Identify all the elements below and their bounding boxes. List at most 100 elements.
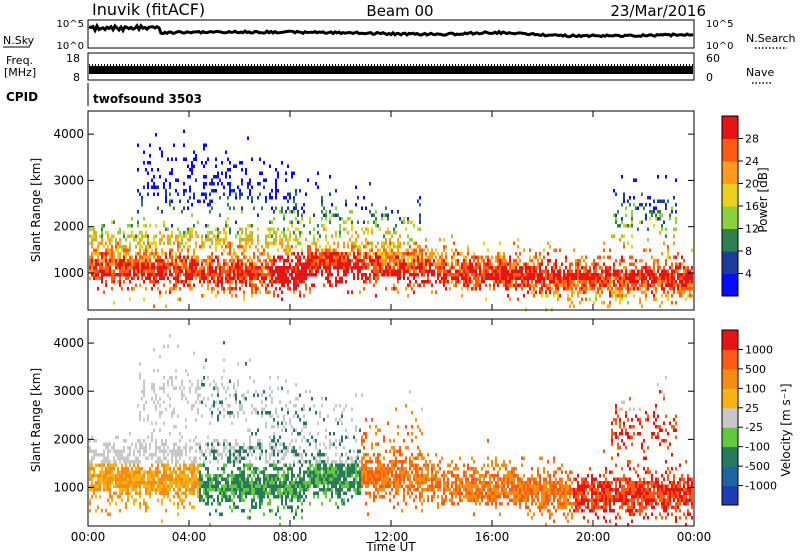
velocity-cell-972: [229, 446, 231, 450]
power-cell-2799: [593, 262, 595, 266]
velocity-cell-453: [159, 460, 161, 464]
power-cell-3072: [645, 273, 647, 277]
power-cell-455: [163, 224, 165, 228]
power-cell-2748: [579, 290, 581, 294]
power-cell-1855: [375, 269, 377, 273]
power-cell-1433: [299, 234, 301, 238]
power-cell-279: [139, 192, 141, 196]
power-colorbar-swatch-3: [722, 206, 738, 229]
power-cell-658: [191, 213, 193, 217]
power-cell-2223: [451, 273, 453, 277]
power-cell-721: [201, 262, 203, 266]
velocity-cell-1195: [257, 446, 259, 450]
power-cell-2079: [415, 280, 417, 284]
velocity-cell-1548: [303, 481, 305, 485]
power-cell-2260: [461, 294, 463, 298]
power-cell-2348: [483, 273, 485, 277]
velocity-cell-384: [151, 397, 153, 401]
power-cell-752: [205, 234, 207, 238]
velocity-cell-945: [225, 477, 227, 481]
power-cell-2401: [497, 276, 499, 280]
velocity-cell-953: [227, 404, 229, 408]
velocity-cell-1225: [261, 446, 263, 450]
power-cell-3140: [657, 269, 659, 273]
power-cell-2282: [467, 262, 469, 266]
velocity-cell-563: [173, 453, 175, 457]
power-cell-1438: [299, 269, 301, 273]
velocity-cell-225: [127, 467, 129, 471]
velocity-cell-698: [191, 470, 193, 474]
velocity-cell-42: [95, 484, 97, 488]
power-cell-2739: [577, 290, 579, 294]
power-cell-911: [227, 241, 229, 245]
power-cell-2242: [457, 259, 459, 263]
power-cell-2556: [533, 290, 535, 294]
power-cell-2989: [629, 276, 631, 280]
power-cell-442: [161, 234, 163, 238]
velocity-cell-318: [141, 390, 143, 394]
velocity-cell-1167: [253, 474, 255, 478]
power-cell-1423: [297, 262, 299, 266]
power-cell-25: [93, 248, 95, 252]
velocity-cell-142: [113, 467, 115, 471]
velocity-cell-112: [109, 442, 111, 446]
power-cell-491: [169, 185, 171, 189]
velocity-cell-928: [223, 442, 225, 446]
power-cell-1026: [241, 273, 243, 277]
power-cell-1911: [385, 266, 387, 270]
power-cell-1952: [393, 245, 395, 249]
velocity-cell-1297: [271, 439, 273, 443]
velocity-cell-267: [133, 498, 135, 502]
power-cell-770: [207, 276, 209, 280]
power-cell-2015: [403, 276, 405, 280]
velocity-cell-63: [101, 453, 103, 457]
velocity-cell-1229: [261, 484, 263, 488]
velocity-cell-509: [165, 484, 167, 488]
power-cell-483: [167, 238, 169, 242]
power-cell-2498: [519, 276, 521, 280]
power-cell-1830: [371, 248, 373, 252]
power-cell-3205: [669, 217, 671, 221]
power-cell-329: [145, 252, 147, 256]
power-cell-1497: [309, 273, 311, 277]
power-cell-2220: [451, 259, 453, 263]
velocity-cell-1168: [253, 481, 255, 485]
velocity-cell-1043: [237, 474, 239, 478]
power-cell-682: [193, 269, 195, 273]
power-cell-2073: [415, 252, 417, 256]
frequency-frame: [87, 52, 695, 81]
power-cell-2758: [581, 297, 583, 301]
velocity-cell-894: [217, 498, 219, 502]
power-cell-1787: [363, 262, 365, 266]
velocity-cell-832: [209, 484, 211, 488]
power-cell-3281: [683, 276, 685, 280]
power-cell-1778: [361, 273, 363, 277]
power-cell-2147: [431, 252, 433, 256]
power-cell-3094: [649, 266, 651, 270]
power-cell-67: [101, 238, 103, 242]
velocity-cell-1183: [255, 477, 257, 481]
power-cell-2527: [527, 276, 529, 280]
power-cell-1713: [349, 210, 351, 214]
power-cell-2100: [419, 259, 421, 263]
velocity-cell-605: [179, 432, 181, 436]
power-cell-3088: [647, 287, 649, 291]
power-cell-2532: [529, 255, 531, 259]
power-cell-1207: [269, 220, 271, 224]
power-cell-2: [89, 241, 91, 245]
velocity-cell-1217: [259, 502, 261, 506]
power-cell-267: [137, 210, 139, 214]
power-cell-534: [175, 189, 177, 193]
velocity-cell-1044: [237, 477, 239, 481]
velocity-cell-645: [183, 477, 185, 481]
power-cell-693: [195, 259, 197, 263]
power-cell-1230: [271, 269, 273, 273]
velocity-cell-150: [115, 460, 117, 464]
velocity-cell-868: [215, 449, 217, 453]
velocity-cell-374: [149, 470, 151, 474]
power-cell-2580: [539, 280, 541, 284]
power-cell-978: [235, 276, 237, 280]
power-cell-1770: [359, 269, 361, 273]
power-cell-878: [223, 227, 225, 231]
power-cell-1580: [325, 245, 327, 249]
